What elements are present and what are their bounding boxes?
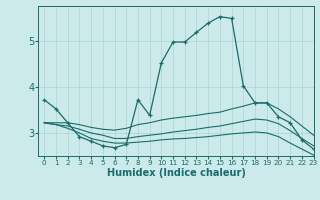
X-axis label: Humidex (Indice chaleur): Humidex (Indice chaleur)	[107, 168, 245, 178]
